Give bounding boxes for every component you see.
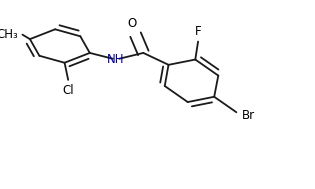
Text: Br: Br: [242, 109, 255, 122]
Text: CH₃: CH₃: [0, 28, 18, 40]
Text: NH: NH: [107, 53, 125, 66]
Text: Cl: Cl: [63, 84, 74, 97]
Text: O: O: [127, 17, 136, 30]
Text: F: F: [195, 25, 202, 38]
